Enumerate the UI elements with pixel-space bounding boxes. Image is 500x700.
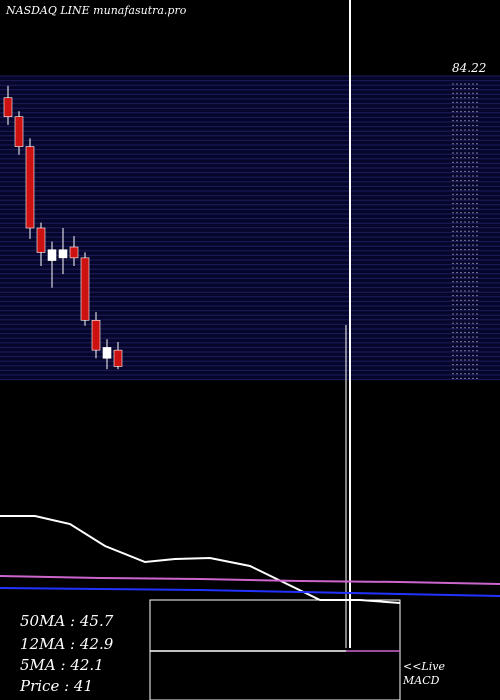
candle-body bbox=[80, 257, 90, 321]
macd-frame bbox=[149, 599, 401, 700]
candle-body bbox=[102, 347, 112, 359]
candle-body bbox=[14, 116, 24, 147]
ma-blue-line bbox=[0, 587, 500, 597]
ma5-label: 5MA : 42.1 bbox=[20, 656, 104, 674]
candle-body bbox=[58, 249, 68, 259]
macd-link-text[interactable]: MACD bbox=[403, 674, 440, 687]
candle-body bbox=[113, 349, 123, 367]
ma-violet-line bbox=[0, 575, 500, 585]
price-grid bbox=[0, 75, 500, 381]
candles bbox=[3, 85, 123, 370]
ma50-label: 50MA : 45.7 bbox=[20, 612, 114, 630]
live-macd-link[interactable]: <<Live MACD bbox=[403, 660, 463, 688]
live-link-text[interactable]: <<Live bbox=[403, 660, 445, 673]
candle-body bbox=[36, 227, 46, 253]
ma12-label: 12MA : 42.9 bbox=[20, 635, 114, 653]
candle-body bbox=[3, 97, 13, 118]
candle-body bbox=[69, 246, 79, 259]
candle-body bbox=[91, 319, 101, 351]
price-label: Price : 41 bbox=[20, 677, 94, 695]
candle-body bbox=[25, 146, 35, 229]
chart-title: NASDAQ LINE munafasutra.pro bbox=[6, 4, 187, 17]
candle-body bbox=[47, 249, 57, 261]
price-axis-top-label: 84.22 bbox=[452, 61, 486, 75]
